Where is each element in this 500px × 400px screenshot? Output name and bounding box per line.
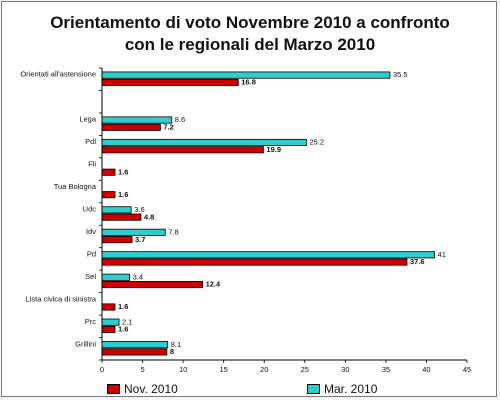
bar-nov-2010-pd-8 <box>101 258 408 266</box>
bar-nov-2010-pdl-3 <box>101 146 264 154</box>
bar-mar-2010-udc-6 <box>101 206 132 214</box>
bar-nov-2010-lega-2 <box>101 123 161 131</box>
bar-nov-2010-tua-bologna-5 <box>101 191 116 199</box>
category-label-lega-2: Lega <box>79 115 97 124</box>
x-tick-label-35: 35 <box>382 365 390 374</box>
bar-nov-2010-sel-9 <box>101 280 203 289</box>
category-label-pd-8: Pd <box>87 249 96 258</box>
legend-label-mar-2010: Mar. 2010 <box>324 382 378 396</box>
data-label-nov-2010-tua-bologna-5: 1.6 <box>118 190 128 199</box>
bar-nov-2010-prc-11 <box>101 325 116 333</box>
x-tick-label-40: 40 <box>422 365 430 374</box>
x-tick-label-20: 20 <box>260 365 268 374</box>
bar-nov-2010-udc-6 <box>101 213 142 221</box>
x-tick-label-30: 30 <box>341 365 349 374</box>
category-label-idv-7: Idv <box>86 227 96 236</box>
category-label-orientati-all-astensione-0: Orientati all'astensione <box>20 70 96 79</box>
data-label-nov-2010-grillini-12: 8 <box>170 347 174 356</box>
data-label-nov-2010-orientati-all-astensione-0: 16.8 <box>241 78 256 87</box>
data-label-nov-2010-udc-6: 4.8 <box>144 212 154 221</box>
data-label-mar-2010-udc-6: 3.6 <box>134 205 144 214</box>
legend-item-mar-2010: Mar. 2010 <box>307 382 377 396</box>
data-label-mar-2010-pdl-3: 25.2 <box>309 138 324 147</box>
data-label-mar-2010-idv-7: 7.8 <box>168 227 178 236</box>
chart-title-line-2: con le regionali del Marzo 2010 <box>124 35 376 54</box>
data-label-nov-2010-idv-7: 3.7 <box>135 235 145 244</box>
category-label-udc-6: Udc <box>83 205 97 214</box>
x-tick-label-0: 0 <box>100 365 104 374</box>
category-label-fli-4: Fli <box>88 160 96 169</box>
legend-item-nov-2010: Nov. 2010 <box>107 382 178 396</box>
category-label-pdl-3: Pdl <box>85 137 96 146</box>
bar-mar-2010-pd-8 <box>101 251 435 259</box>
category-label-grillini-12: Grillini <box>75 339 96 348</box>
data-label-mar-2010-orientati-all-astensione-0: 35.5 <box>393 70 408 79</box>
data-label-mar-2010-lega-2: 8.6 <box>175 115 185 124</box>
data-label-nov-2010-prc-11: 1.6 <box>118 325 128 334</box>
category-label-tua-bologna-5: Tua Bologna <box>54 182 97 191</box>
category-label-lista-civica-di-sinistra-10: Lista civica di sinistra <box>26 294 97 303</box>
x-tick-label-45: 45 <box>463 365 471 374</box>
bar-mar-2010-lega-2 <box>101 116 173 124</box>
data-label-mar-2010-grillini-12: 8.1 <box>171 340 181 349</box>
x-tick-label-5: 5 <box>140 365 144 374</box>
category-label-sel-9: Sel <box>85 272 96 281</box>
data-label-nov-2010-pdl-3: 19.9 <box>266 145 281 154</box>
data-label-mar-2010-sel-9: 3.4 <box>133 272 143 281</box>
bar-mar-2010-idv-7 <box>101 228 166 236</box>
chart-title-line-1: Orientamento di voto Novembre 2010 a con… <box>50 13 450 32</box>
bar-nov-2010-lista-civica-di-sinistra-10 <box>101 303 116 311</box>
chart-title: Orientamento di voto Novembre 2010 a con… <box>2 12 498 56</box>
legend-swatch-mar-2010 <box>307 384 320 394</box>
legend-label-nov-2010: Nov. 2010 <box>124 382 178 396</box>
x-tick-label-25: 25 <box>301 365 309 374</box>
data-label-nov-2010-sel-9: 12.4 <box>206 280 221 289</box>
bar-mar-2010-sel-9 <box>101 273 130 281</box>
category-label-prc-11: Prc <box>85 317 97 326</box>
bar-nov-2010-fli-4 <box>101 168 116 176</box>
bar-nov-2010-idv-7 <box>101 236 133 244</box>
x-tick-label-15: 15 <box>219 365 227 374</box>
data-label-mar-2010-pd-8: 41 <box>438 250 446 259</box>
plot-area <box>102 68 467 360</box>
bar-mar-2010-grillini-12 <box>101 341 169 349</box>
bar-nov-2010-orientati-all-astensione-0 <box>101 78 239 86</box>
bar-mar-2010-prc-11 <box>101 318 120 326</box>
data-label-nov-2010-pd-8: 37.6 <box>410 257 425 266</box>
legend-swatch-nov-2010 <box>107 384 120 394</box>
data-label-mar-2010-prc-11: 2.1 <box>122 317 132 326</box>
bar-nov-2010-grillini-12 <box>101 348 168 356</box>
x-tick-label-10: 10 <box>179 365 187 374</box>
legend: Nov. 2010 Mar. 2010 <box>2 382 498 398</box>
data-label-nov-2010-fli-4: 1.6 <box>118 167 128 176</box>
data-label-nov-2010-lega-2: 7.2 <box>163 122 173 131</box>
data-label-nov-2010-lista-civica-di-sinistra-10: 1.6 <box>118 302 128 311</box>
